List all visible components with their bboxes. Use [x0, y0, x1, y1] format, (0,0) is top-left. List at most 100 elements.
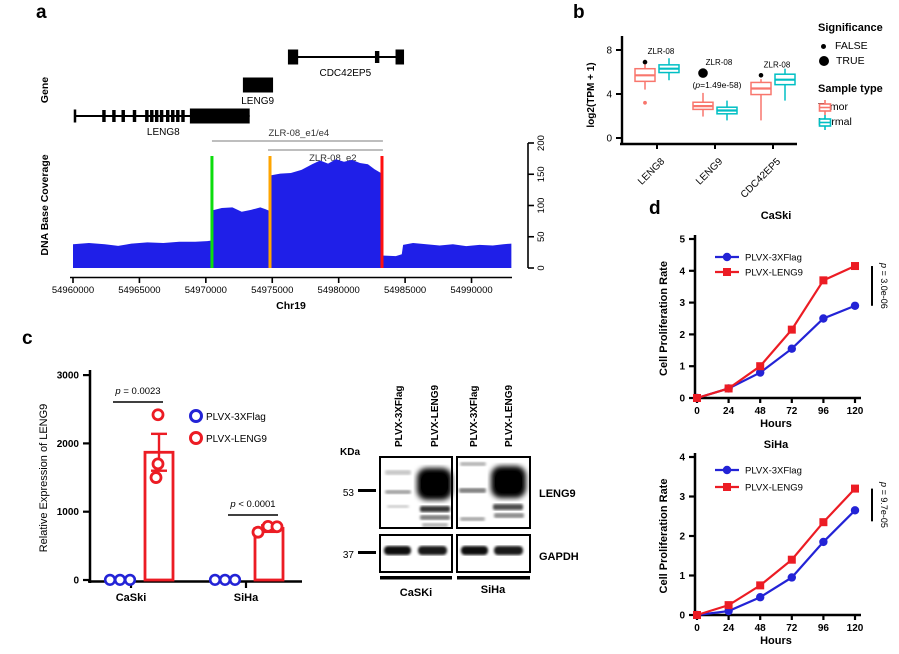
marker-37-label: 37: [343, 550, 355, 561]
exon-tick: [374, 51, 380, 63]
leng9-bar-group: [143, 408, 175, 582]
exon-tick: [165, 110, 170, 122]
line-y-tick-label: 2: [679, 330, 685, 341]
marker-53-dash: [358, 489, 376, 492]
exon-tick: [159, 110, 164, 122]
circle-marker: [850, 301, 860, 310]
coverage-y-tick-label: 0: [536, 265, 547, 270]
box-normal-leng8: [658, 58, 680, 81]
line-x-tick-label: 24: [723, 623, 735, 634]
boxplot-y-tick-label: 8: [606, 46, 612, 57]
transcript-annotation: ZLR-08_e1/e4: [211, 128, 383, 142]
bar-y-tick-label: 3000: [57, 371, 80, 382]
bar-category-label: CaSki: [116, 592, 147, 604]
circle-marker: [850, 506, 860, 515]
coverage-y-tick-label: 200: [536, 135, 547, 151]
secondary-band: [420, 506, 450, 512]
line-x-axis-label: Hours: [760, 635, 792, 647]
series-plvx-3xflag: [692, 301, 860, 403]
line-y-tick-label: 1: [679, 571, 685, 582]
legend-leng9-icon: [189, 431, 203, 445]
box-tumor-leng9: [692, 92, 714, 117]
line-y-axis-label: Cell Proliferation Rate: [658, 479, 670, 594]
faint-band: [385, 470, 411, 475]
lane-label: PLVX-3XFlag: [394, 386, 405, 448]
leng9-data-point: [270, 520, 284, 534]
square-marker: [787, 555, 796, 564]
exon-tick: [102, 110, 106, 122]
line-x-axis-label: Hours: [760, 418, 792, 430]
exon-box: [242, 77, 274, 93]
leng9-blob-core: [421, 473, 448, 495]
square-marker: [819, 518, 828, 527]
circle-marker: [787, 573, 797, 582]
gene-cdc42ep5: CDC42EP5: [287, 49, 405, 79]
caski-p-label: p = 0.0023: [114, 386, 160, 397]
square-marker: [787, 325, 796, 334]
leng9-blob-core: [495, 471, 522, 493]
series-line: [696, 509, 856, 617]
line-x-tick-label: 48: [755, 406, 767, 417]
boxplot-y-tick-label: 4: [606, 90, 612, 101]
significant-dot: [698, 68, 708, 78]
gene-name-label: LENG8: [147, 127, 180, 138]
line-x-tick-label: 48: [755, 623, 767, 634]
line-y-tick-label: 0: [679, 394, 685, 405]
genomic-x-tick-label: 54990000: [450, 285, 492, 296]
coverage-y-tick-label: 100: [536, 198, 547, 214]
boxplot-category-label: LENG9: [694, 156, 725, 187]
panel-c-bar-chart: 0 1000 2000 3000 Relative Expression of LENG…: [38, 370, 302, 604]
secondary-band: [420, 515, 450, 520]
bar-y-tick-label: 2000: [57, 439, 80, 450]
legend-square-icon: [723, 483, 731, 491]
red-marker-line: [380, 156, 384, 268]
faint-band: [387, 505, 409, 508]
line-x-tick-label: 0: [694, 623, 700, 634]
marker-37-dash: [358, 551, 376, 554]
true-label: TRUE: [836, 55, 865, 67]
gene-end-tick: [73, 109, 77, 123]
sample-type-legend-title: Sample type: [818, 83, 883, 95]
boxplot-category-label: LENG8: [636, 156, 667, 187]
legend-circle-icon: [722, 252, 732, 262]
line-y-tick-label: 5: [679, 235, 685, 246]
significance-legend-title: Significance: [818, 22, 883, 34]
siha-p-label: p < 0.0001: [229, 499, 275, 510]
legend-series-label: PLVX-3XFlag: [745, 253, 802, 264]
panel-c-letter: c: [22, 328, 33, 349]
line-x-tick-label: 96: [818, 406, 830, 417]
box-tumor-leng8: [634, 64, 656, 105]
square-marker: [851, 484, 860, 493]
series-line: [696, 487, 856, 617]
true-dot-icon: [819, 56, 829, 66]
circle-marker: [787, 344, 797, 353]
outlier-dot: [643, 100, 647, 105]
exon-tick: [154, 110, 159, 122]
panel-b-letter: b: [573, 2, 585, 23]
line-y-tick-label: 3: [679, 492, 685, 503]
square-marker: [693, 394, 701, 402]
line-y-tick-label: 3: [679, 298, 685, 309]
siha-underline: [457, 576, 530, 580]
square-marker: [756, 581, 765, 590]
nonsignificant-dot: [758, 73, 764, 78]
bar-category-label: SiHa: [234, 592, 259, 604]
gene-leng8: LENG8: [73, 108, 250, 138]
panel-a-letter: a: [36, 2, 47, 23]
box-tumor-cdc42ep5: [750, 79, 772, 121]
exon-box: [395, 49, 405, 65]
square-marker: [724, 601, 733, 610]
exon-tick: [171, 110, 175, 122]
faint-band: [460, 462, 486, 466]
normal-boxplot-glyph-icon: [818, 114, 832, 130]
boxplot-y-axis-label: log2(TPM + 1): [586, 62, 597, 127]
significance-annotation: ZLR-08: [758, 60, 791, 78]
circle-marker: [819, 314, 828, 323]
exon-box: [189, 108, 250, 124]
boxplot-p-value-label: (p=1.49e-58): [693, 80, 742, 90]
legend-flag-icon: [189, 409, 203, 423]
leng9-data-point: [151, 408, 165, 422]
chromosome-label: Chr19: [276, 300, 306, 312]
gapdh-row-label: GAPDH: [539, 551, 579, 563]
panel-d-siha-line-chart: SiHa 0 1 2 3 4 0 24 48 72 96 120 Hours Cell Prolifera…: [658, 439, 889, 647]
